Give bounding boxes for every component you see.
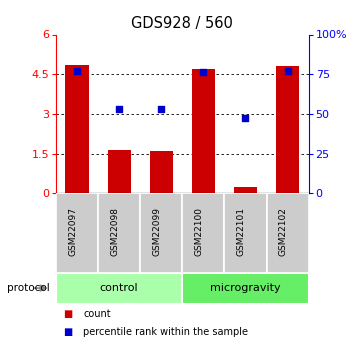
Text: GSM22098: GSM22098 [110,207,119,256]
Text: count: count [83,309,111,319]
Point [158,106,164,111]
Bar [56,273,182,304]
Bar [266,193,309,273]
Point [74,68,80,74]
Bar [234,187,257,193]
Bar [276,66,299,193]
Text: ■: ■ [63,327,73,337]
Bar [182,193,225,273]
Text: GSM22099: GSM22099 [152,207,161,256]
Text: control: control [100,283,138,293]
Text: GSM22100: GSM22100 [194,207,203,256]
Text: protocol: protocol [7,283,50,293]
Point [116,106,122,111]
Bar [56,193,98,273]
Point [285,68,291,74]
Point [200,69,206,74]
Text: ■: ■ [63,309,73,319]
Bar [65,65,88,193]
Bar [182,273,309,304]
Bar [150,151,173,193]
Bar [225,193,266,273]
Text: GSM22097: GSM22097 [68,207,77,256]
Text: microgravity: microgravity [210,283,281,293]
Text: percentile rank within the sample: percentile rank within the sample [83,327,248,337]
Point [243,115,248,121]
Text: GSM22102: GSM22102 [279,207,288,256]
Bar [108,150,131,193]
Bar [98,193,140,273]
Text: GSM22101: GSM22101 [236,207,245,256]
Bar [192,69,215,193]
Title: GDS928 / 560: GDS928 / 560 [131,16,233,31]
Bar [140,193,182,273]
